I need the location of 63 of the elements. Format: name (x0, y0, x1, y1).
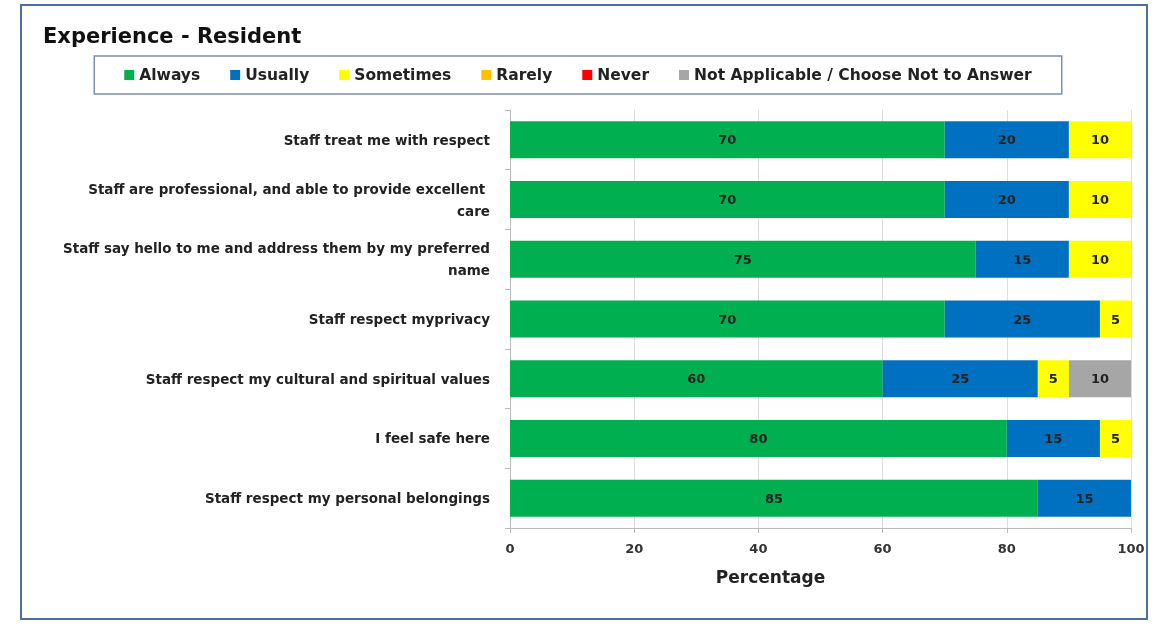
bar (1006, 419, 1100, 457)
bar (944, 181, 1069, 219)
data-label: 70 (718, 311, 737, 327)
bar (975, 240, 1069, 278)
bar (510, 300, 945, 338)
data-label: 10 (1090, 192, 1109, 208)
text: Experience - Resident (43, 23, 302, 48)
data-label: 85 (764, 490, 783, 506)
bar (510, 479, 1038, 517)
bar (1068, 121, 1131, 159)
bar (510, 240, 976, 278)
bar (1037, 479, 1131, 517)
legend-label: Rarely (496, 66, 553, 84)
data-label: 80 (749, 430, 768, 446)
x-tick-label: 60 (873, 541, 892, 556)
y-tick-label: Staff respect myprivacy (308, 311, 491, 327)
data-label: 15 (1075, 490, 1094, 506)
legend-label: Never (597, 66, 650, 84)
data-label: 15 (1013, 251, 1032, 267)
data-label: 20 (997, 192, 1016, 208)
data-label: 75 (733, 251, 752, 267)
bar (1099, 300, 1131, 338)
bar (882, 360, 1038, 398)
x-tick-label: 0 (505, 541, 515, 556)
bar (510, 121, 945, 159)
bar (1068, 360, 1131, 398)
bar (1068, 181, 1131, 219)
legend-label: Not Applicable / Choose Not to Answer (694, 66, 1033, 84)
data-label: 25 (1013, 311, 1032, 327)
y-tick-label: Staff are professional, and able to provide excellent care (88, 180, 490, 219)
data-label: 10 (1090, 371, 1109, 387)
bar (944, 300, 1100, 338)
data-label: 60 (687, 371, 706, 387)
y-tick-label: Staff respect my personal belongings (204, 490, 490, 507)
y-tick-label: I feel safe here (375, 430, 490, 447)
legend-label: Usually (245, 66, 310, 84)
y-tick-label: Staff respect my cultural and spiritual values (145, 370, 490, 387)
data-label: 5 (1110, 311, 1120, 327)
bar (510, 360, 883, 398)
y-tick-label: Staff treat me with respect (283, 131, 491, 148)
y-tick-label: Staff say hello to me and address them by my preferred name (63, 240, 490, 279)
bar (944, 121, 1069, 159)
data-label: 20 (997, 132, 1016, 148)
bar (1037, 360, 1069, 398)
bar (1099, 419, 1131, 457)
bar (1068, 240, 1131, 278)
data-label: 10 (1090, 251, 1109, 267)
x-axis-title: Percentage (715, 566, 826, 587)
bar (510, 181, 945, 219)
legend-label: Always (139, 66, 201, 84)
x-tick-label: 20 (625, 541, 644, 556)
bar (510, 419, 1007, 457)
x-tick-label: 100 (1117, 541, 1145, 556)
data-label: 5 (1048, 371, 1058, 387)
data-label: 70 (718, 192, 737, 208)
data-label: 5 (1110, 430, 1120, 446)
data-label: 15 (1044, 430, 1063, 446)
data-label: 25 (951, 371, 970, 387)
data-label: 10 (1090, 132, 1109, 148)
x-tick-label: 40 (749, 541, 768, 556)
data-label: 70 (718, 132, 737, 148)
x-tick-label: 80 (997, 541, 1016, 556)
legend-label: Sometimes (354, 66, 452, 84)
